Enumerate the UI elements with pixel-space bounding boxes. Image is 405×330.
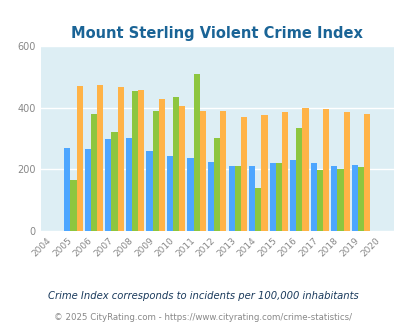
Bar [117, 87, 124, 231]
Bar [85, 149, 91, 231]
Bar [234, 166, 240, 231]
Bar [220, 111, 226, 231]
Bar [146, 151, 152, 231]
Bar [97, 85, 103, 231]
Bar [248, 166, 255, 231]
Text: Crime Index corresponds to incidents per 100,000 inhabitants: Crime Index corresponds to incidents per… [47, 291, 358, 301]
Bar [77, 86, 83, 231]
Bar [91, 114, 97, 231]
Bar [281, 113, 288, 231]
Bar [166, 155, 173, 231]
Bar [275, 163, 281, 231]
Bar [261, 115, 267, 231]
Bar [193, 74, 199, 231]
Bar [158, 99, 164, 231]
Bar [310, 163, 316, 231]
Bar [255, 188, 261, 231]
Text: © 2025 CityRating.com - https://www.cityrating.com/crime-statistics/: © 2025 CityRating.com - https://www.city… [54, 313, 351, 322]
Bar [126, 138, 132, 231]
Bar [296, 128, 302, 231]
Bar [199, 111, 205, 231]
Bar [64, 148, 70, 231]
Title: Mount Sterling Violent Crime Index: Mount Sterling Violent Crime Index [71, 26, 362, 41]
Bar [152, 111, 158, 231]
Bar [70, 180, 77, 231]
Bar [330, 166, 337, 231]
Bar [213, 138, 220, 231]
Bar [322, 109, 328, 231]
Bar [111, 132, 117, 231]
Bar [290, 160, 296, 231]
Bar [138, 90, 144, 231]
Bar [316, 170, 322, 231]
Bar [337, 169, 343, 231]
Bar [132, 91, 138, 231]
Bar [173, 97, 179, 231]
Bar [343, 113, 349, 231]
Bar [351, 165, 357, 231]
Bar [302, 108, 308, 231]
Bar [207, 162, 213, 231]
Bar [363, 114, 369, 231]
Bar [187, 158, 193, 231]
Bar [240, 117, 246, 231]
Bar [179, 106, 185, 231]
Bar [228, 166, 234, 231]
Bar [105, 139, 111, 231]
Bar [357, 167, 363, 231]
Bar [269, 163, 275, 231]
